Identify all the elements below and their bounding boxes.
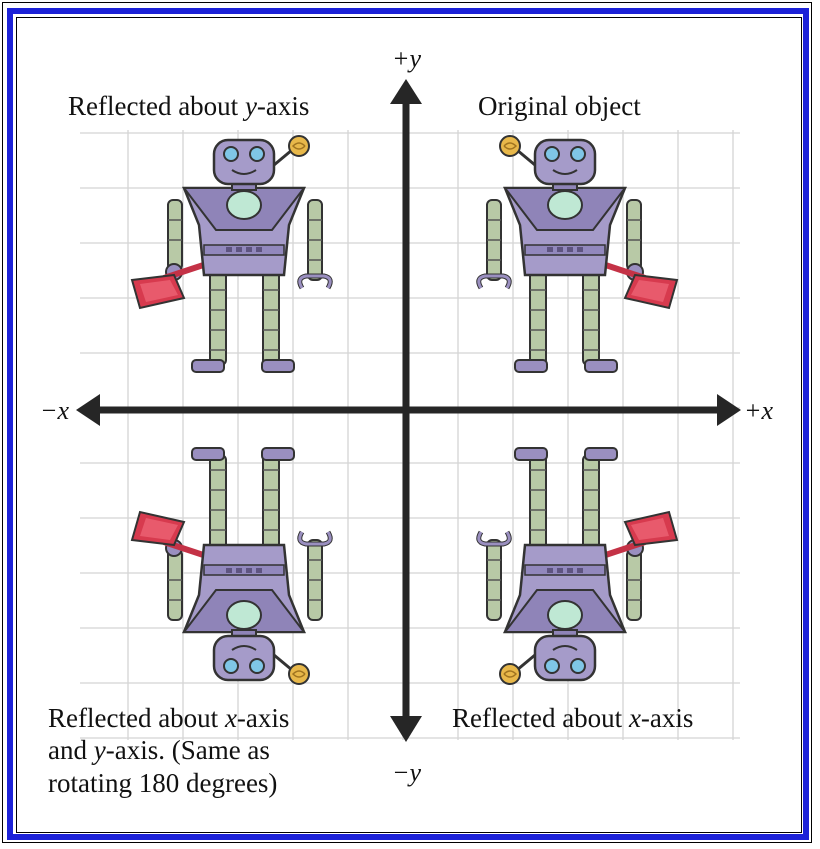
y-axis [390,79,422,742]
neg-y-arrowhead [390,716,422,742]
neg-y-label: −y [392,758,422,787]
pos-y-label: +y [392,44,422,73]
robot-original [479,136,677,372]
inner-frame [16,17,802,833]
bottom-right-caption: Reflected about x-axis [452,703,694,733]
pos-x-arrowhead [717,394,741,426]
bottom-left-caption-line2: and y-axis. (Same as [48,735,270,766]
pos-x-label: +x [744,396,774,425]
outer-frame [2,2,812,843]
neg-x-arrowhead [76,394,100,426]
top-right-caption: Original object [478,91,641,121]
bottom-left-caption-line3: rotating 180 degrees) [48,767,278,798]
bottom-left-caption-line1: Reflected about x-axis [48,703,290,733]
robot-reflected-xy [132,448,330,684]
neg-x-label: −x [40,396,70,425]
pos-y-arrowhead [390,79,422,104]
top-left-caption: Reflected about y-axis [68,91,310,121]
robot-reflected-x [479,448,677,684]
robot-reflected-y [132,136,330,372]
bottom-left-caption: Reflected about x-axis and y-axis. (Same… [48,702,289,799]
